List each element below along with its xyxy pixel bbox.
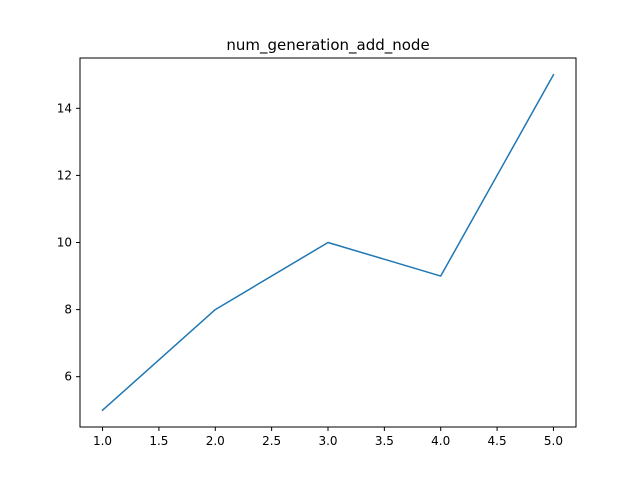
- x-tick-label: 5.0: [544, 434, 563, 448]
- plot-area: [101, 73, 555, 412]
- x-tick-label: 2.5: [262, 434, 281, 448]
- y-tick-label: 8: [64, 303, 72, 317]
- chart-title: num_generation_add_node: [226, 36, 429, 55]
- x-tick-label: 1.0: [93, 434, 112, 448]
- y-tick-label: 12: [57, 168, 72, 182]
- x-tick-label: 3.5: [375, 434, 394, 448]
- x-tick-label: 2.0: [206, 434, 225, 448]
- y-tick-label: 10: [57, 236, 72, 250]
- y-tick-label: 6: [64, 370, 72, 384]
- x-tick-label: 4.5: [488, 434, 507, 448]
- x-axis: 1.0 1.5 2.0 2.5 3.0 3.5 4.0 4.5 5.0: [93, 427, 563, 448]
- y-tick-label: 14: [57, 101, 72, 115]
- y-axis: 6 8 10 12 14: [57, 101, 80, 384]
- x-tick-label: 4.0: [431, 434, 450, 448]
- x-tick-label: 1.5: [149, 434, 168, 448]
- x-tick-label: 3.0: [318, 434, 337, 448]
